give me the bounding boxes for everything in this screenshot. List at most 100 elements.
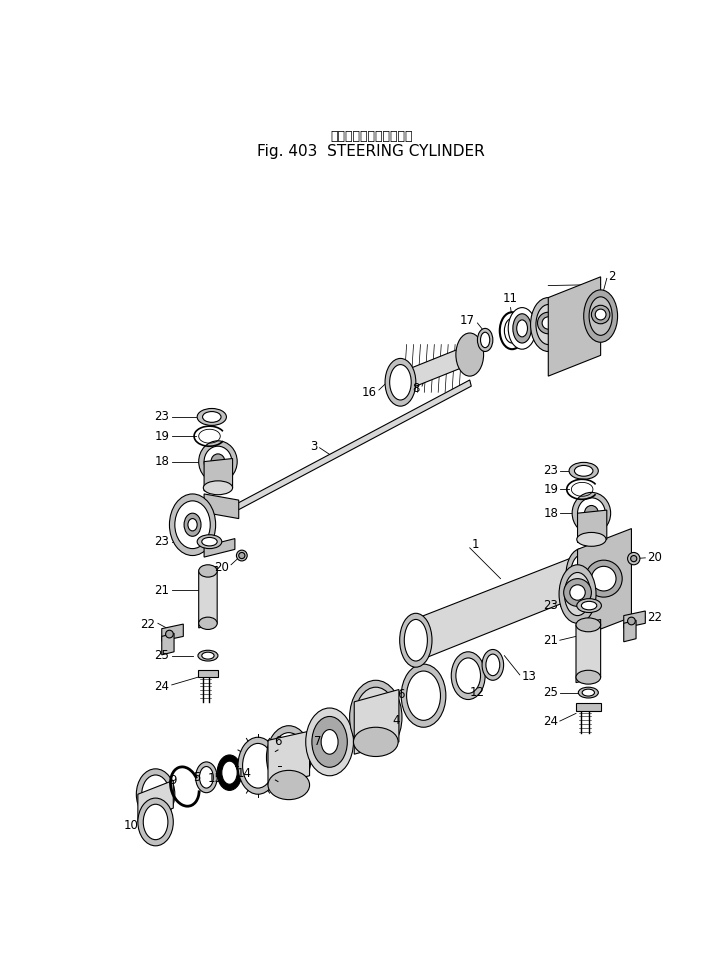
- Text: 18: 18: [154, 455, 170, 469]
- Polygon shape: [576, 619, 600, 682]
- Text: 23: 23: [544, 599, 558, 612]
- Ellipse shape: [577, 599, 602, 612]
- Polygon shape: [138, 781, 173, 822]
- Text: 18: 18: [544, 506, 558, 520]
- Ellipse shape: [565, 573, 591, 615]
- Text: 25: 25: [154, 649, 170, 662]
- Ellipse shape: [582, 689, 594, 696]
- Ellipse shape: [144, 804, 168, 840]
- Text: 19: 19: [154, 430, 170, 442]
- Polygon shape: [204, 538, 235, 557]
- Text: ステアリング　シリンダ: ステアリング シリンダ: [330, 130, 413, 144]
- Ellipse shape: [222, 761, 237, 784]
- Ellipse shape: [508, 307, 536, 349]
- Ellipse shape: [500, 312, 524, 349]
- Text: 20: 20: [215, 561, 230, 573]
- Polygon shape: [400, 344, 470, 393]
- Ellipse shape: [589, 296, 612, 335]
- Ellipse shape: [243, 744, 273, 788]
- Text: 21: 21: [543, 634, 558, 646]
- Circle shape: [537, 312, 559, 333]
- Ellipse shape: [238, 737, 278, 794]
- Polygon shape: [578, 510, 607, 542]
- Text: 23: 23: [544, 465, 558, 477]
- Circle shape: [628, 552, 640, 565]
- Ellipse shape: [571, 555, 592, 595]
- Text: 11: 11: [503, 292, 518, 304]
- Ellipse shape: [197, 535, 222, 548]
- Circle shape: [165, 630, 173, 638]
- Polygon shape: [162, 624, 183, 641]
- Polygon shape: [578, 529, 631, 638]
- Ellipse shape: [211, 454, 225, 469]
- Ellipse shape: [391, 375, 405, 397]
- Polygon shape: [235, 380, 471, 511]
- Ellipse shape: [272, 733, 306, 781]
- Ellipse shape: [197, 408, 226, 426]
- Text: 22: 22: [141, 618, 156, 632]
- Polygon shape: [355, 689, 399, 754]
- Ellipse shape: [566, 548, 597, 601]
- Text: 20: 20: [647, 551, 662, 565]
- Circle shape: [631, 556, 637, 562]
- Ellipse shape: [576, 618, 600, 632]
- Ellipse shape: [199, 767, 213, 788]
- Ellipse shape: [482, 649, 504, 680]
- Ellipse shape: [321, 730, 338, 754]
- Ellipse shape: [574, 466, 593, 476]
- Ellipse shape: [578, 498, 605, 529]
- Ellipse shape: [199, 617, 217, 630]
- Text: 25: 25: [544, 686, 558, 699]
- Ellipse shape: [481, 332, 490, 348]
- Ellipse shape: [576, 671, 600, 684]
- Ellipse shape: [577, 533, 606, 546]
- Ellipse shape: [581, 602, 597, 609]
- Ellipse shape: [184, 513, 201, 537]
- Ellipse shape: [584, 290, 618, 342]
- Text: 23: 23: [154, 410, 170, 424]
- Polygon shape: [204, 494, 239, 519]
- Circle shape: [595, 309, 606, 320]
- Text: 8: 8: [413, 382, 420, 395]
- Text: 2: 2: [608, 269, 616, 283]
- Ellipse shape: [572, 493, 610, 534]
- Bar: [198, 670, 218, 677]
- Ellipse shape: [584, 505, 598, 521]
- Text: 14: 14: [237, 767, 252, 780]
- Text: 13: 13: [522, 670, 537, 683]
- Text: 21: 21: [154, 584, 170, 597]
- Circle shape: [239, 552, 245, 559]
- Ellipse shape: [451, 652, 485, 700]
- Ellipse shape: [401, 664, 446, 727]
- Ellipse shape: [405, 619, 428, 661]
- Ellipse shape: [349, 680, 402, 754]
- Text: 6: 6: [274, 736, 282, 748]
- Ellipse shape: [399, 613, 432, 667]
- Ellipse shape: [385, 359, 416, 406]
- Ellipse shape: [355, 687, 397, 747]
- Text: 12: 12: [470, 686, 485, 699]
- Ellipse shape: [366, 703, 386, 732]
- Polygon shape: [624, 620, 636, 642]
- Text: 6: 6: [397, 687, 405, 701]
- Text: 23: 23: [154, 536, 170, 548]
- Text: 16: 16: [362, 386, 376, 399]
- Circle shape: [563, 578, 592, 607]
- Text: 24: 24: [154, 680, 170, 693]
- Circle shape: [628, 617, 635, 625]
- Circle shape: [585, 560, 622, 597]
- Ellipse shape: [204, 446, 232, 477]
- Ellipse shape: [513, 314, 531, 343]
- Ellipse shape: [486, 654, 500, 676]
- Ellipse shape: [306, 708, 354, 776]
- Ellipse shape: [202, 411, 221, 422]
- Text: 22: 22: [647, 610, 662, 624]
- Ellipse shape: [312, 716, 347, 767]
- Polygon shape: [548, 277, 600, 376]
- Polygon shape: [204, 459, 233, 491]
- Ellipse shape: [202, 538, 218, 546]
- Ellipse shape: [407, 671, 441, 720]
- Ellipse shape: [354, 727, 398, 756]
- Ellipse shape: [170, 494, 215, 556]
- Ellipse shape: [456, 658, 481, 693]
